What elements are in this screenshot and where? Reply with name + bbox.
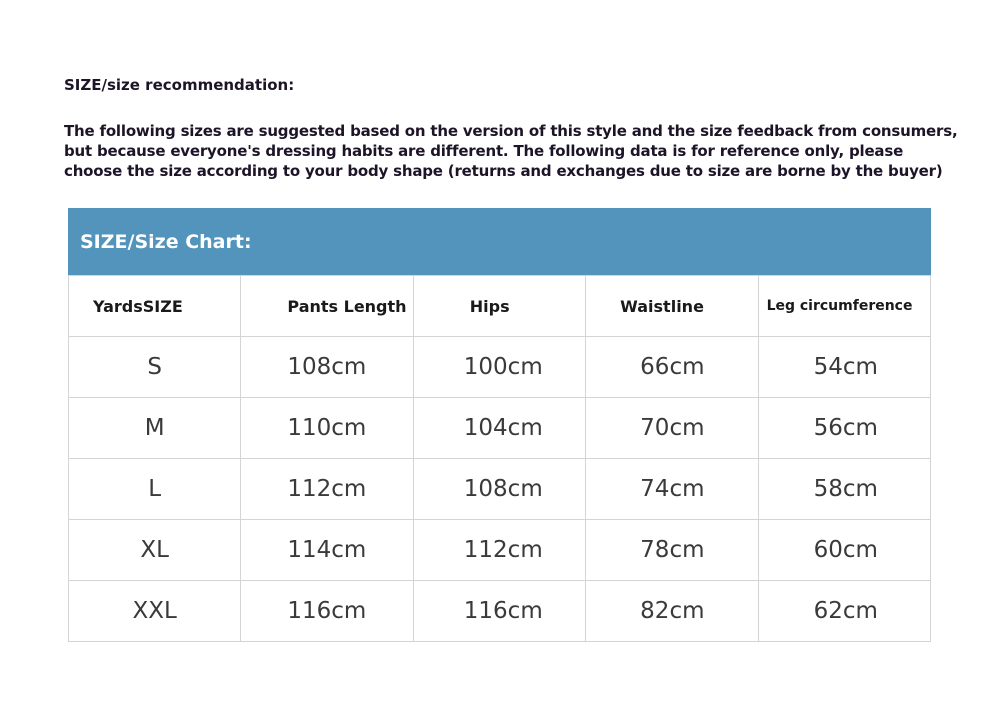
measurement-cell: 56cm xyxy=(757,397,932,459)
measurement-cell: 116cm xyxy=(240,580,414,642)
measurement-cell: 100cm xyxy=(412,336,587,398)
size-label: XL xyxy=(67,519,242,581)
measurement-cell: 116cm xyxy=(412,580,587,642)
table-row: XL 114cm 112cm 78cm 60cm xyxy=(67,519,932,581)
measurement-cell: 108cm xyxy=(412,458,587,520)
measurement-cell: 70cm xyxy=(585,397,759,459)
table-row: XXL 116cm 116cm 82cm 62cm xyxy=(67,580,932,642)
measurement-cell: 104cm xyxy=(412,397,587,459)
size-chart-title: SIZE/Size Chart: xyxy=(68,208,931,275)
measurement-cell: 82cm xyxy=(585,580,759,642)
table-row: S 108cm 100cm 66cm 54cm xyxy=(67,336,932,398)
measurement-cell: 66cm xyxy=(585,336,759,398)
column-header: Leg circumference xyxy=(757,275,932,337)
table-row: M 110cm 104cm 70cm 56cm xyxy=(67,397,932,459)
measurement-cell: 110cm xyxy=(240,397,414,459)
measurement-cell: 78cm xyxy=(585,519,759,581)
measurement-cell: 62cm xyxy=(757,580,932,642)
measurement-cell: 54cm xyxy=(757,336,932,398)
column-header: YardsSIZE xyxy=(67,275,242,337)
intro-text: The following sizes are suggested based … xyxy=(64,122,958,180)
column-header: Waistline xyxy=(585,275,759,337)
table-row: L 112cm 108cm 74cm 58cm xyxy=(67,458,932,520)
size-label: XXL xyxy=(67,580,242,642)
size-label: S xyxy=(67,336,242,398)
page-heading: SIZE/size recommendation: xyxy=(64,76,295,94)
column-header: Pants Length xyxy=(240,275,414,337)
measurement-cell: 58cm xyxy=(757,458,932,520)
size-label: M xyxy=(67,397,242,459)
size-chart: SIZE/Size Chart: YardsSIZE Pants Length Hi… xyxy=(67,208,932,642)
table-header-row: YardsSIZE Pants Length Hips Waistline Leg ci… xyxy=(67,275,932,337)
measurement-cell: 74cm xyxy=(585,458,759,520)
measurement-cell: 60cm xyxy=(757,519,932,581)
measurement-cell: 108cm xyxy=(240,336,414,398)
measurement-cell: 112cm xyxy=(240,458,414,520)
size-table: YardsSIZE Pants Length Hips Waistline Leg ci… xyxy=(67,275,932,642)
column-header: Hips xyxy=(412,275,587,337)
measurement-cell: 114cm xyxy=(240,519,414,581)
size-label: L xyxy=(67,458,242,520)
measurement-cell: 112cm xyxy=(412,519,587,581)
